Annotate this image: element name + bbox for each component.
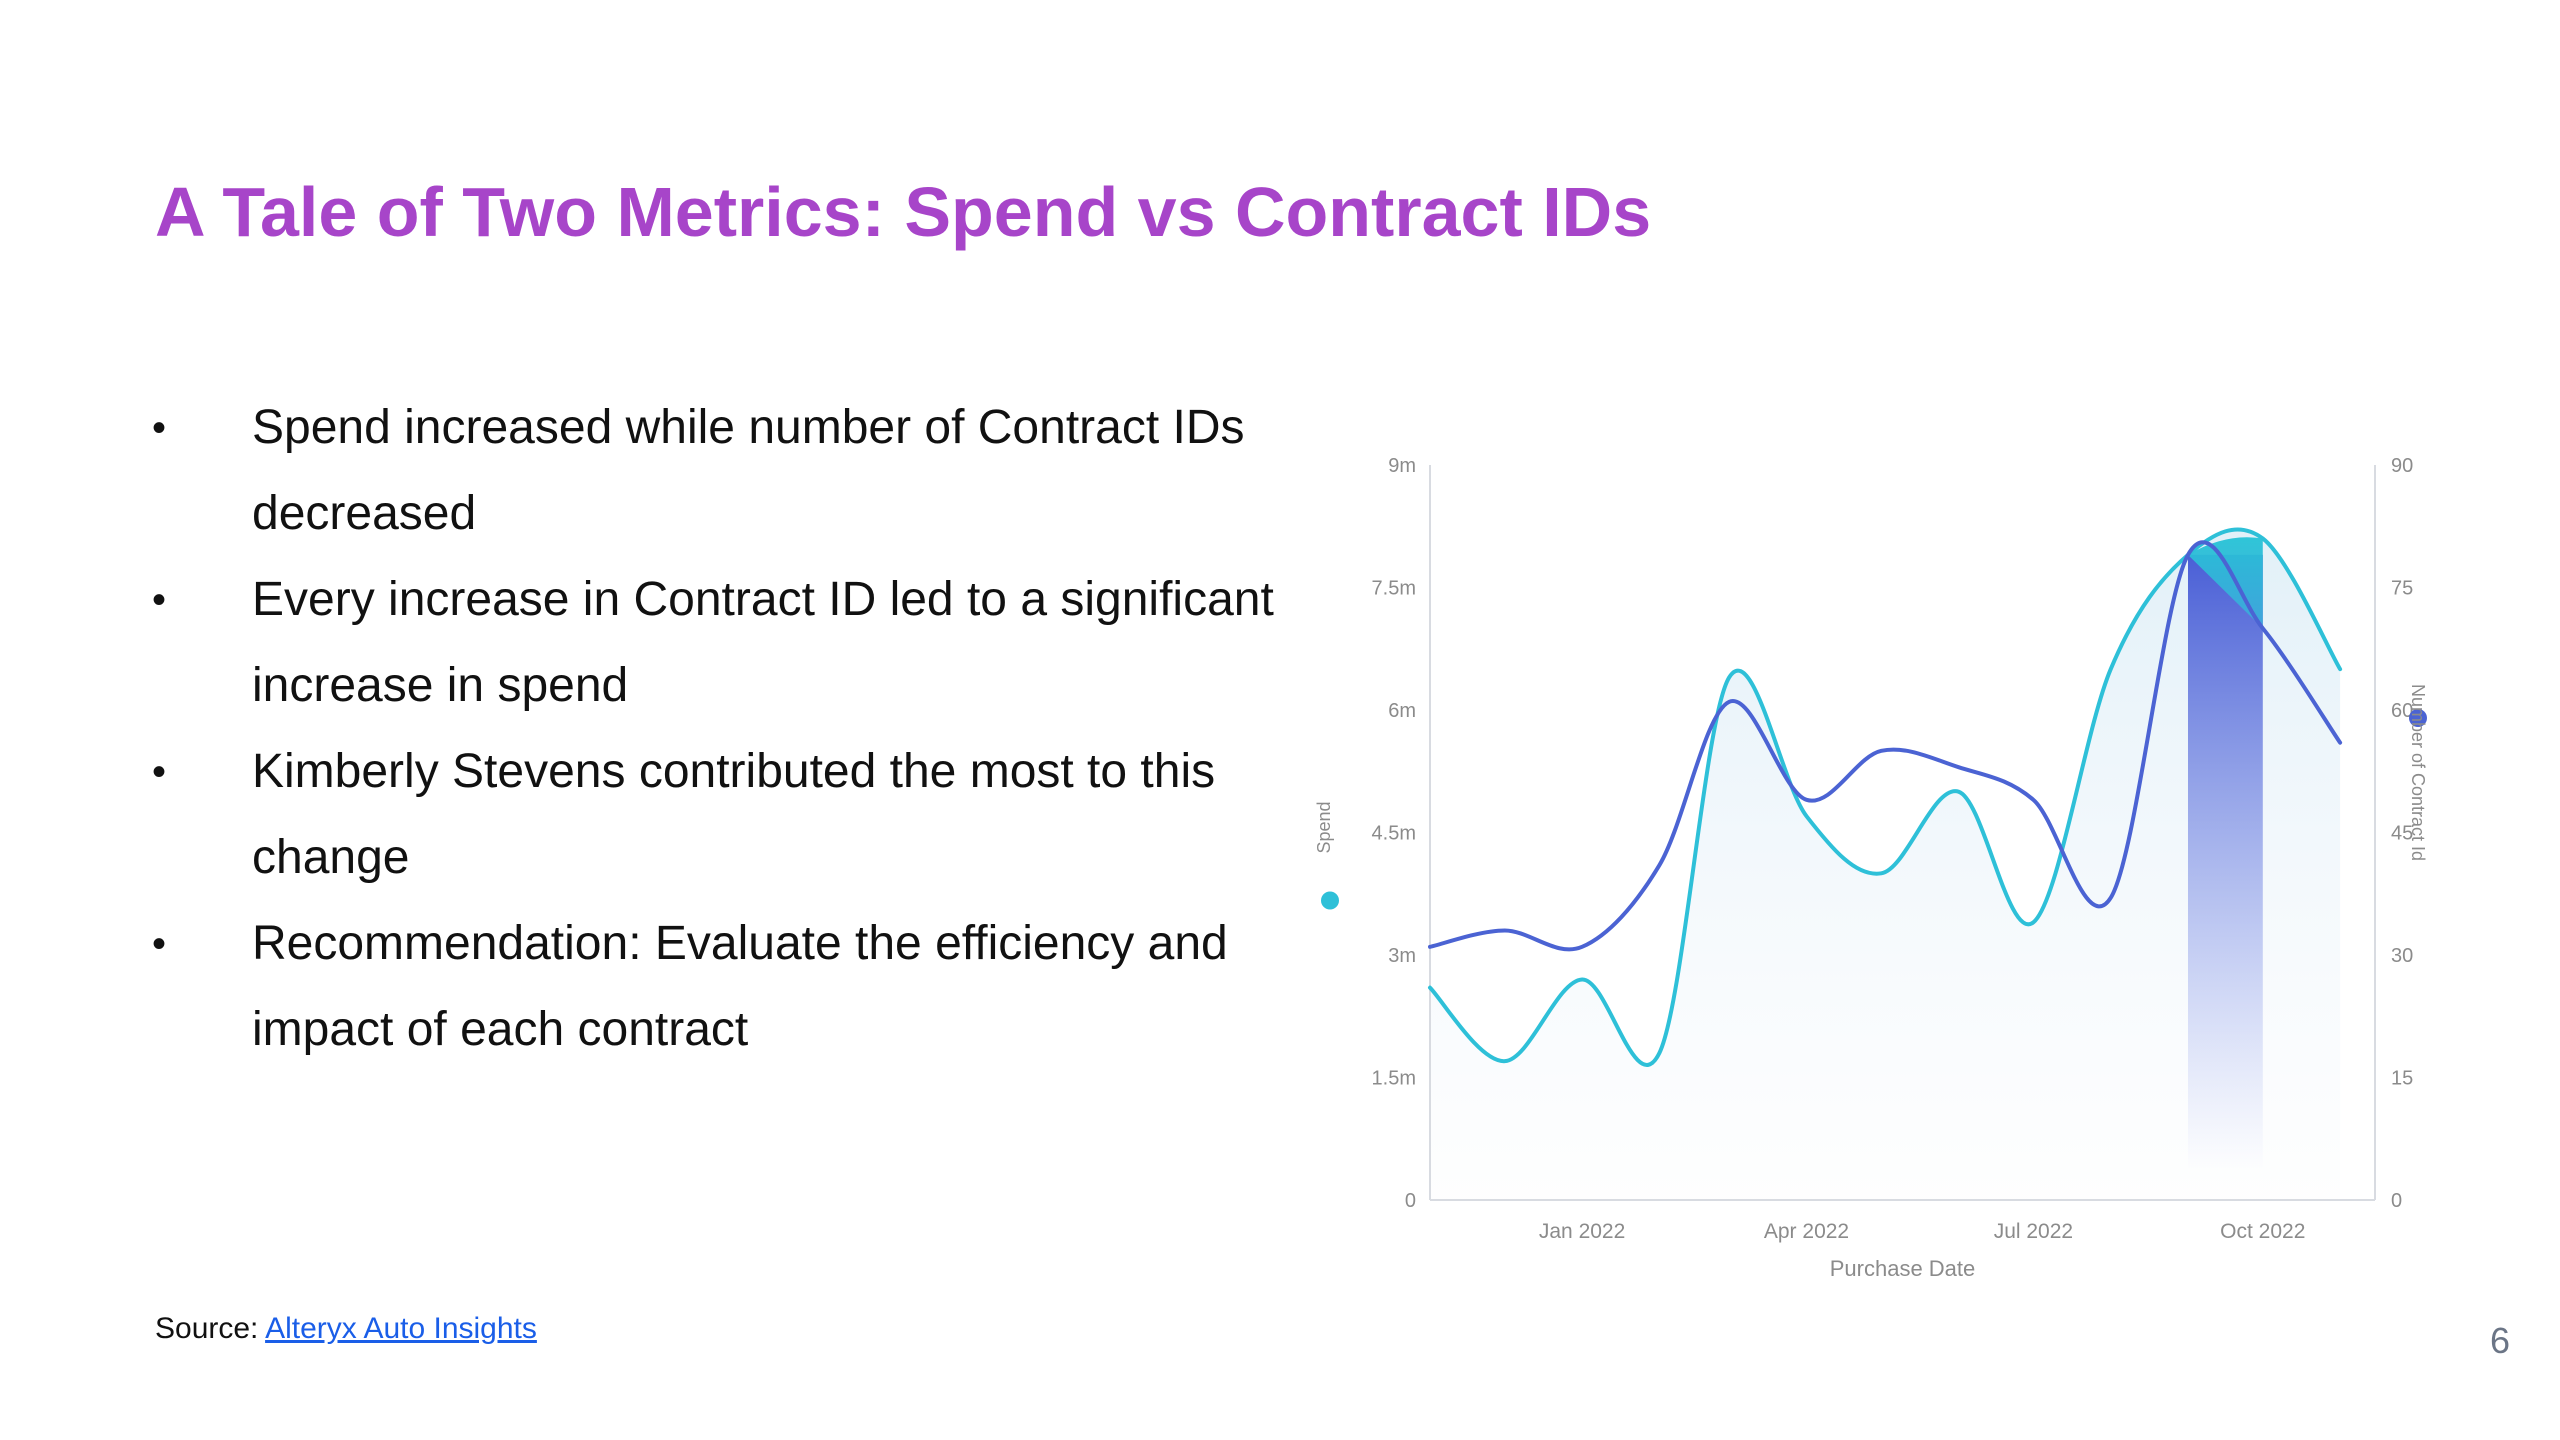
y-left-tick-label: 3m (1388, 945, 1416, 967)
y-left-axis-label: Spend (1314, 801, 1334, 853)
y-right-axis-label: Number of Contract Id (2408, 684, 2428, 861)
bullet-text: Recommendation: Evaluate the efficiency … (252, 917, 1228, 1056)
bullet-item: • Every increase in Contract ID led to a … (152, 557, 1292, 729)
y-right-tick-label: 30 (2391, 945, 2413, 967)
bullet-dot: • (152, 922, 167, 966)
contract-id-legend-dot (2409, 709, 2427, 727)
x-tick-label: Jan 2022 (1539, 1220, 1625, 1243)
bullet-text: Kimberly Stevens contributed the most to… (252, 745, 1216, 884)
source-link[interactable]: Alteryx Auto Insights (265, 1312, 537, 1345)
spend-line (1428, 527, 2343, 1067)
x-axis-label: Purchase Date (1830, 1256, 1976, 1281)
y-left-tick-label: 6m (1388, 700, 1416, 722)
source-label: Source: (155, 1312, 266, 1345)
bullet-item: • Recommendation: Evaluate the efficiency… (152, 901, 1292, 1073)
bullet-text: Every increase in Contract ID led to a s… (252, 573, 1274, 712)
source-line: Source: Alteryx Auto Insights (155, 1312, 537, 1346)
y-right-tick-label: 0 (2391, 1190, 2402, 1212)
slide-title: A Tale of Two Metrics: Spend vs Contract… (155, 173, 1652, 251)
bullet-item: • Kimberly Stevens contributed the most t… (152, 729, 1292, 901)
bullet-dot: • (152, 406, 167, 450)
y-right-tick-label: 75 (2391, 578, 2413, 600)
bullet-dot: • (152, 578, 167, 622)
y-right-tick-label: 45 (2391, 823, 2413, 845)
y-right-tick-label: 60 (2391, 700, 2413, 722)
y-left-tick-label: 7.5m (1372, 578, 1416, 600)
y-left-tick-label: 0 (1405, 1190, 1416, 1212)
bullet-dot: • (152, 750, 167, 794)
y-left-tick-label: 4.5m (1372, 823, 1416, 845)
highlight-band (2187, 554, 2263, 1170)
y-right-tick-label: 15 (2391, 1068, 2413, 1090)
y-left-tick-label: 1.5m (1372, 1068, 1416, 1090)
bullet-item: • Spend increased while number of Contrac… (152, 385, 1292, 557)
spend-vs-contract-chart: 0 1.5m 3m 4.5m 6m 7.5m 9m 0 15 30 45 60 75 90 Jan 2022… (1314, 455, 2428, 1281)
contract-id-line (1428, 540, 2343, 952)
x-tick-label: Jul 2022 (1994, 1220, 2073, 1243)
bullet-text: Spend increased while number of Contract… (252, 401, 1245, 540)
spend-area-fill (1430, 529, 2341, 1200)
x-tick-label: Apr 2022 (1764, 1220, 1849, 1243)
x-tick-label: Oct 2022 (2220, 1220, 2305, 1243)
bullet-list: • Spend increased while number of Contrac… (152, 385, 1292, 1073)
y-right-tick-label: 90 (2391, 455, 2413, 477)
spend-legend-dot (1321, 891, 1339, 910)
highlight-band-cap (2187, 537, 2263, 629)
y-left-tick-label: 9m (1388, 455, 1416, 477)
page-number: 6 (2489, 1320, 2511, 1361)
